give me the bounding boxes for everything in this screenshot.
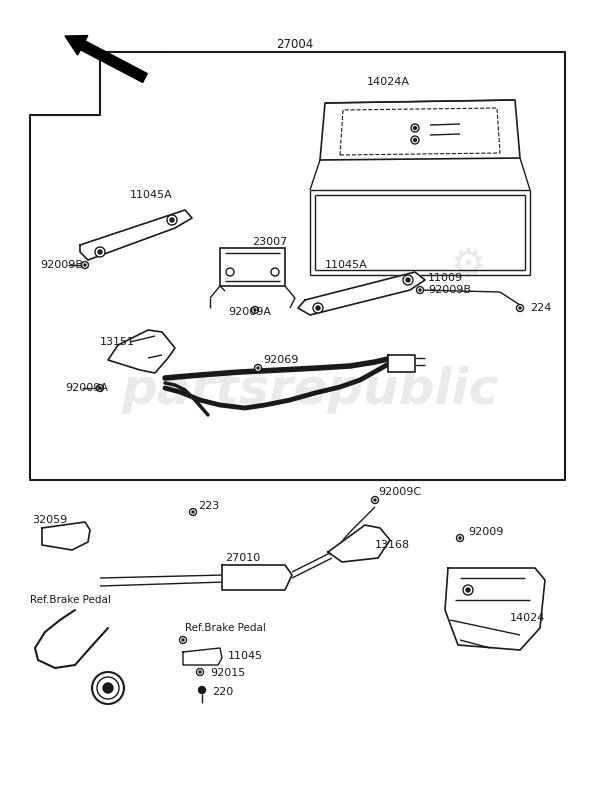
Circle shape [92,672,124,704]
Text: 32059: 32059 [32,515,67,525]
Circle shape [95,247,105,257]
Text: 223: 223 [198,501,219,511]
Circle shape [313,303,323,313]
Circle shape [82,261,89,268]
Circle shape [519,307,521,309]
Circle shape [97,385,104,392]
Circle shape [257,367,259,369]
Circle shape [406,278,410,282]
FancyArrow shape [65,35,148,82]
Circle shape [190,509,197,516]
Circle shape [99,387,101,389]
Circle shape [254,309,256,311]
Text: 11045: 11045 [228,651,263,661]
Polygon shape [445,568,545,650]
Polygon shape [80,210,192,260]
Circle shape [459,537,461,539]
Text: Ref.Brake Pedal: Ref.Brake Pedal [30,595,111,605]
Circle shape [226,268,234,276]
Circle shape [463,585,473,595]
Circle shape [84,264,86,266]
Bar [220,248,285,286]
Text: ⚙: ⚙ [451,246,485,284]
Circle shape [179,637,187,644]
Text: partsrepublic: partsrepublic [121,366,499,414]
Text: 13151: 13151 [100,337,135,347]
Circle shape [167,215,177,225]
Circle shape [197,669,203,676]
Circle shape [97,677,119,699]
Circle shape [199,687,205,693]
Circle shape [371,496,379,503]
Text: 23007: 23007 [252,237,287,247]
Polygon shape [222,565,292,590]
Polygon shape [328,525,390,562]
Text: 92009: 92009 [468,527,503,537]
Circle shape [271,268,279,276]
Text: 92009A: 92009A [65,383,108,393]
Polygon shape [108,330,175,373]
Text: 27010: 27010 [225,553,260,563]
Circle shape [413,126,416,130]
Text: 13168: 13168 [375,540,410,550]
Circle shape [170,218,174,222]
Circle shape [192,511,194,513]
Circle shape [254,364,262,371]
Text: 14024A: 14024A [367,77,409,87]
Circle shape [411,136,419,144]
Circle shape [419,289,421,291]
Circle shape [403,275,413,285]
Text: 92009C: 92009C [378,487,421,497]
Circle shape [457,535,464,542]
Circle shape [316,306,320,310]
Text: 11045A: 11045A [325,260,368,270]
Polygon shape [388,355,415,372]
Text: 11009: 11009 [428,273,463,283]
Circle shape [411,124,419,132]
Circle shape [103,683,113,693]
Text: 224: 224 [530,303,551,313]
Polygon shape [298,272,425,315]
Circle shape [413,138,416,141]
Text: 27004: 27004 [277,38,314,50]
Polygon shape [320,100,520,160]
Text: 92009B: 92009B [428,285,471,295]
Text: 92009B: 92009B [40,260,83,270]
Circle shape [416,287,424,294]
Text: 11045A: 11045A [130,190,173,200]
Circle shape [517,305,523,312]
Circle shape [199,671,201,673]
Text: 92015: 92015 [210,668,245,678]
Circle shape [374,499,376,501]
Circle shape [251,306,259,313]
Circle shape [466,588,470,592]
Text: 220: 220 [212,687,233,697]
Text: Ref.Brake Pedal: Ref.Brake Pedal [185,623,266,633]
Text: 92009A: 92009A [228,307,271,317]
Polygon shape [183,648,222,665]
Circle shape [98,250,102,254]
Circle shape [182,639,184,641]
Polygon shape [42,522,90,550]
Text: 14024: 14024 [510,613,545,623]
Text: 92069: 92069 [263,355,298,365]
